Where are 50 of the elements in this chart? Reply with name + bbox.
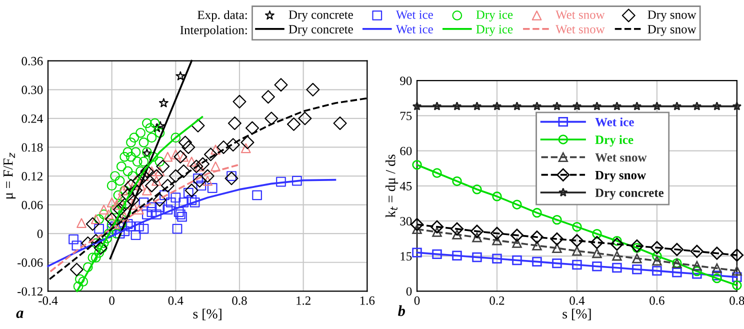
x-tick-label: 0 (414, 296, 420, 305)
x-tick-label: -0.4 (38, 296, 58, 305)
y-tick-label: -0.06 (18, 258, 43, 267)
y-tick-label: 0.24 (22, 114, 43, 123)
text: b (398, 305, 405, 316)
legend-label: Dry ice (595, 135, 634, 147)
x-tick-label: 0.4 (168, 296, 184, 305)
legend-label: Wet snow (556, 25, 605, 34)
text: Interpolation: (180, 25, 247, 37)
y-tick-label: 0 (37, 230, 43, 238)
x-tick-label: 0 (109, 296, 114, 305)
legend-label: Dry snow (648, 25, 696, 36)
y-tick-label: 30 (400, 217, 412, 226)
x-tick-label: 0.6 (650, 296, 664, 305)
y-axis-title: k$_{t}$ = dμ / ds (385, 154, 398, 218)
legend-label: Wet ice (396, 10, 433, 19)
y-axis-title: μ = F/F$_{z}$ (3, 152, 16, 198)
y-tick-label: 0.06 (22, 200, 43, 210)
x-tick-label: 0.8 (232, 296, 247, 305)
y-tick-label: 0.30 (22, 86, 43, 94)
legend-label: Wet ice (595, 118, 634, 126)
x-tick-label: 0.2 (490, 296, 504, 305)
legend-label: Dry ice (476, 25, 513, 36)
legend-label: Dry concrete (288, 25, 353, 36)
legend-label: Dry concrete (288, 10, 353, 22)
y-tick-label: 45 (400, 182, 412, 190)
y-tick-label: 90 (400, 76, 412, 86)
legend-label: Dry ice (476, 10, 513, 22)
x-tick-label: 1.2 (296, 296, 310, 305)
x-tick-label: 0.8 (730, 296, 744, 305)
legend-label: Dry snow (595, 171, 646, 182)
y-tick-label: 0.18 (22, 143, 43, 152)
y-tick-label: 0.12 (22, 172, 42, 181)
y-tick-label: 0.36 (22, 56, 43, 66)
legend-label: Dry concrete (595, 188, 664, 200)
legend-label: Wet ice (396, 25, 433, 34)
y-tick-label: 0 (406, 287, 412, 296)
text: Exp. data: (198, 10, 247, 22)
legend-label: Dry snow (648, 10, 696, 22)
text: a (16, 310, 24, 318)
y-tick-label: 15 (400, 252, 412, 261)
x-tick-label: 1.6 (360, 296, 375, 305)
x-axis-title: s [%] (562, 308, 591, 320)
y-tick-label: 75 (400, 112, 412, 120)
y-tick-label: 60 (400, 146, 412, 156)
legend-label: Wet snow (595, 153, 647, 162)
legend-label: Wet snow (556, 10, 605, 19)
x-axis-title: s [%] (193, 308, 222, 320)
x-tick-label: 0.4 (570, 296, 585, 305)
y-tick-label: -0.12 (18, 287, 42, 296)
